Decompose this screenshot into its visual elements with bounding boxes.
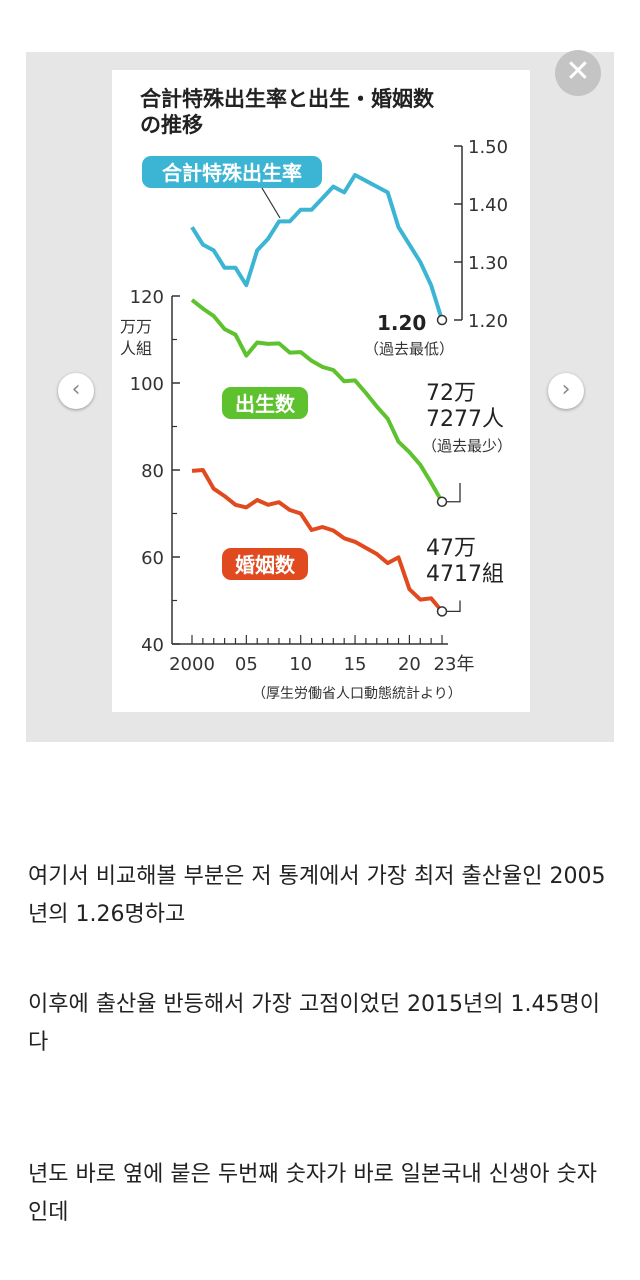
annotation-marriages-line2: 4717組 <box>426 562 504 587</box>
left-tick-label: 100 <box>130 374 164 395</box>
series-label-badge <box>222 548 308 580</box>
chevron-right-icon[interactable]: › <box>548 373 584 409</box>
annotation-births-line1: 72万 <box>426 381 476 406</box>
left-axis-unit: 人組 <box>120 339 152 358</box>
paragraph-3: 년도 바로 옆에 붙은 두번째 숫자가 바로 일본국내 신생아 숫자인데 <box>28 1162 597 1225</box>
x-tick-label: 2000 <box>169 654 215 675</box>
chart-source: （厚生労働省人口動態統計より） <box>252 686 462 702</box>
annotation-marriages-line1: 47万 <box>426 536 476 561</box>
annotation-connector <box>447 483 461 503</box>
paragraph-1: 여기서 비교해볼 부분은 저 통계에서 가장 최저 출산율인 2005년의 1.… <box>28 864 606 927</box>
series-label: 出生数 <box>235 392 296 416</box>
chart-figure: 合計特殊出生率と出生・婚姻数 の推移 40 60 80 100 120 万万人組 2000 0… <box>112 70 530 712</box>
annotation-births-note: （過去最少） <box>422 437 512 455</box>
annotation-rate-note: （過去最低） <box>364 340 454 358</box>
left-tick-label: 60 <box>141 548 164 569</box>
right-tick-label: 1.40 <box>468 195 508 216</box>
x-tick-label: 20 <box>398 654 421 675</box>
x-tick-label: 23年 <box>434 654 475 675</box>
chevron-left-icon[interactable]: ‹ <box>58 373 94 409</box>
annotation-births-line2: 7277人 <box>426 407 504 432</box>
series-line <box>191 468 444 613</box>
series-label-badge <box>142 156 322 188</box>
series-endpoint <box>436 314 448 326</box>
chart-title: 合計特殊出生率と出生・婚姻数 <box>140 87 435 111</box>
x-tick-label: 05 <box>235 654 258 675</box>
series-endpoint <box>436 606 448 617</box>
series-label: 合計特殊出生率 <box>162 161 302 185</box>
series-label: 婚姻数 <box>235 553 296 577</box>
left-axis-unit: 万万 <box>120 317 152 336</box>
right-tick-label: 1.50 <box>468 137 508 158</box>
chart-title-line2: の推移 <box>140 113 203 137</box>
series-line <box>190 173 444 321</box>
close-icon[interactable]: ✕ <box>555 50 601 96</box>
left-tick-label: 80 <box>141 461 164 482</box>
series-endpoint <box>436 496 448 508</box>
right-tick-label: 1.30 <box>468 253 508 274</box>
right-tick-label: 1.20 <box>468 311 508 332</box>
paragraph-2: 이후에 출산율 반등해서 가장 고점이었던 2015년의 1.45명이다 <box>28 992 600 1055</box>
annotation-connector <box>447 600 461 613</box>
annotation-rate-value: 1.20 <box>377 311 426 335</box>
series-label-badge <box>222 387 308 419</box>
left-tick-label: 40 <box>141 635 164 656</box>
series-line <box>190 298 444 503</box>
x-tick-label: 15 <box>344 654 367 675</box>
left-tick-label: 120 <box>130 287 164 308</box>
x-tick-label: 10 <box>289 654 312 675</box>
leader-line <box>261 187 281 219</box>
